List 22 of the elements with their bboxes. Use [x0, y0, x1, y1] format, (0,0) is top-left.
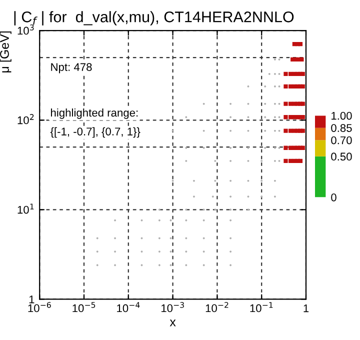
x-tick-label: 10$^{−4}$	[117, 302, 140, 312]
annotation: {[-1, -0.7], {0.7, 1}}	[50, 127, 140, 138]
y-axis-title: μ [GeV]	[0, 31, 12, 72]
x-tick-label: 10$^{−2}$	[206, 302, 228, 312]
color-bar-label: 0	[331, 193, 336, 202]
annotation: Npt: 478	[51, 63, 92, 74]
y-tick-label: 10$^{2}$	[18, 114, 34, 124]
y-tick-label: 1	[29, 296, 34, 304]
x-tick-label: 10$^{−1}$	[250, 302, 273, 312]
chart-title: | C$_{f}$ | for d_val(x,mu), CT14HERA2NNLO	[14, 11, 294, 26]
annotation: highlighted range:	[51, 108, 138, 119]
color-bar-label: 0.85	[331, 124, 352, 132]
x-tick-label: 1	[304, 304, 309, 312]
y-tick-label: 10$^{3}$	[18, 24, 34, 35]
color-bar-label: 1.00	[332, 112, 352, 120]
color-bar-label: 0.70	[331, 136, 352, 144]
color-bar-label: 0.50	[331, 152, 352, 161]
y-tick-label: 10$^{1}$	[18, 204, 34, 214]
x-tick-label: 10$^{−3}$	[161, 302, 184, 312]
x-tick-label: 10$^{−5}$	[72, 302, 96, 312]
x-axis-title: x	[170, 320, 176, 326]
x-tick-label: 10$^{−6}$	[28, 302, 51, 312]
